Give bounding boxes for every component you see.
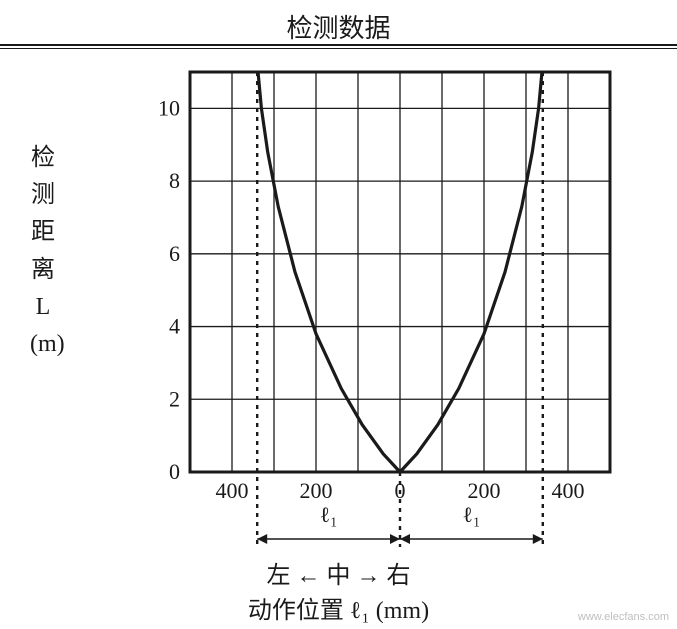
watermark: www.elecfans.com	[578, 611, 669, 623]
svg-text:200: 200	[300, 478, 333, 503]
svg-text:2: 2	[169, 386, 180, 411]
svg-text:200: 200	[468, 478, 501, 503]
svg-text:400: 400	[216, 478, 249, 503]
svg-text:0: 0	[169, 459, 180, 484]
svg-text:8: 8	[169, 168, 180, 193]
y-axis-label: 检测距离L(m)	[30, 140, 56, 363]
svg-text:4: 4	[169, 314, 180, 339]
svg-text:6: 6	[169, 241, 180, 266]
svg-text:10: 10	[158, 95, 180, 120]
svg-text:ℓ₁: ℓ₁	[319, 502, 337, 527]
chart-title: 检测数据	[0, 8, 677, 45]
svg-text:400: 400	[552, 478, 585, 503]
x-axis-label: 动作位置 ℓ₁ (mm)	[0, 590, 677, 625]
svg-text:ℓ₁: ℓ₁	[462, 502, 480, 527]
title-rule	[0, 44, 677, 49]
x-axis-direction-caption: 左 ← 中 → 右	[0, 555, 677, 590]
chart-plot: 02468100400200200400ℓ₁ℓ₁	[140, 62, 640, 587]
